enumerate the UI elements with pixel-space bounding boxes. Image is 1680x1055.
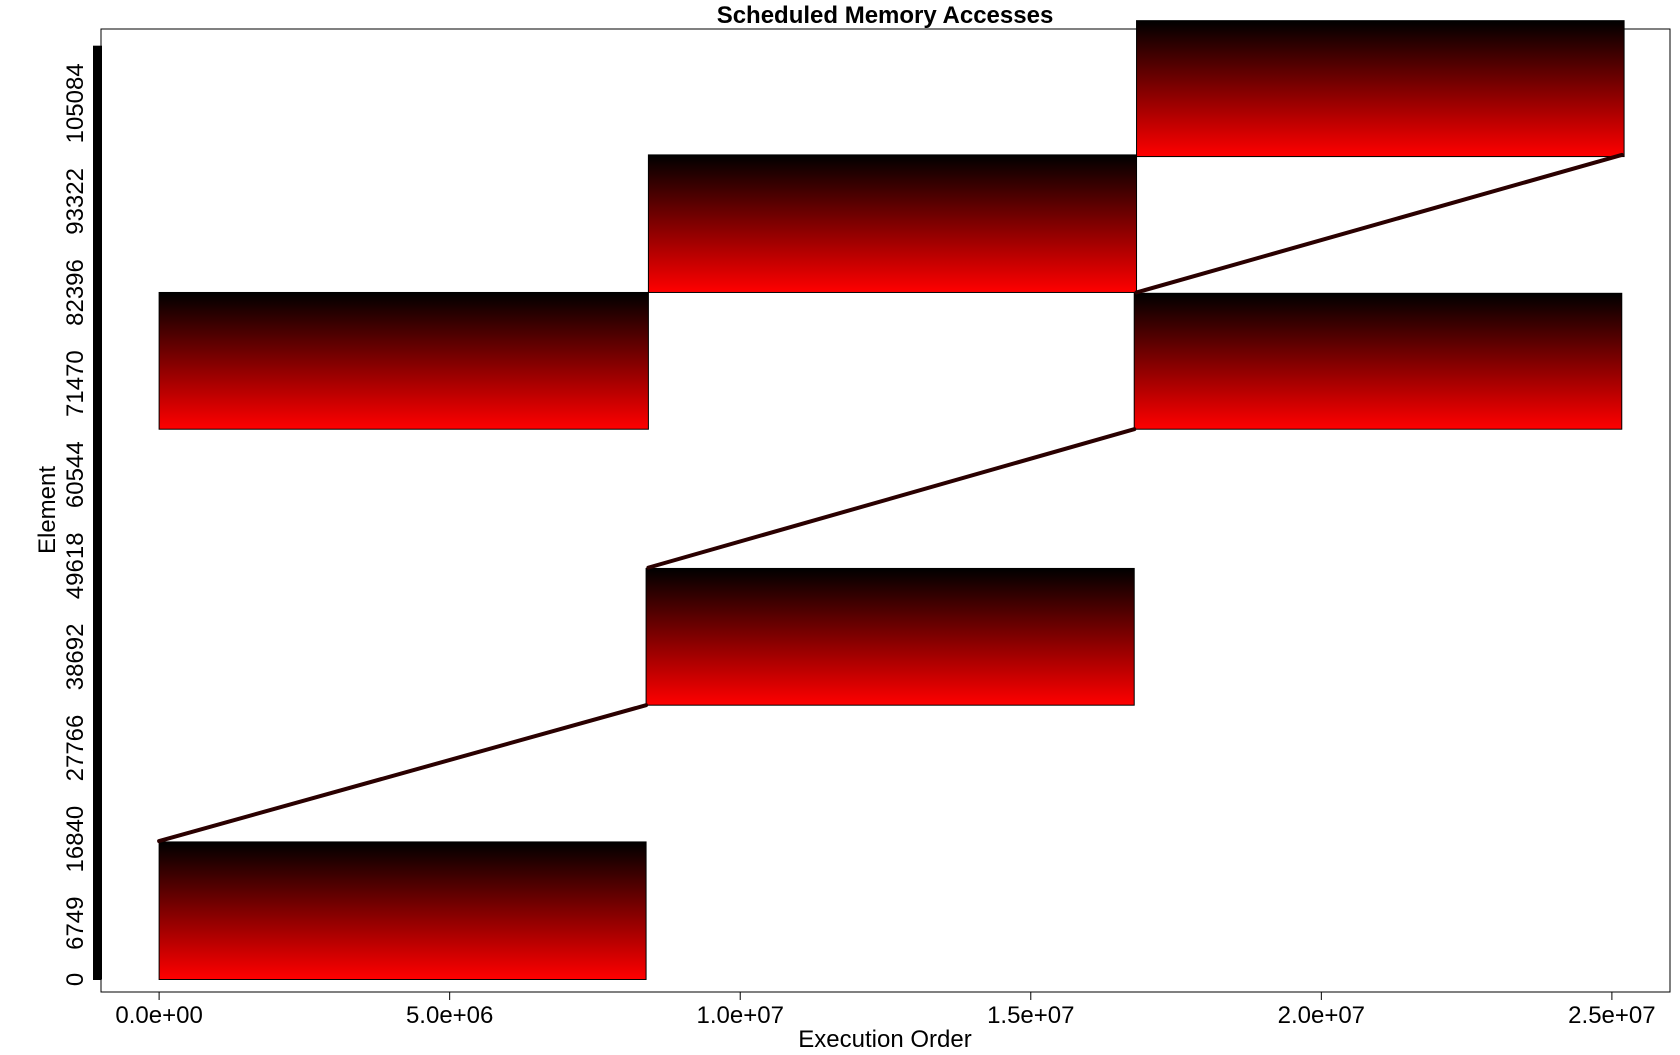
y-tick-label: 49618 [62, 532, 89, 599]
y-tick-label: 6749 [62, 897, 89, 950]
y-tick-label: 0 [62, 973, 89, 986]
x-tick-label: 2.5e+07 [1568, 1002, 1655, 1029]
data-block [158, 291, 649, 430]
x-tick-label: 5.0e+06 [406, 1002, 493, 1029]
y-tick-label: 38692 [62, 624, 89, 691]
y-tick-label: 93322 [62, 168, 89, 235]
y-rug [93, 45, 102, 980]
y-axis: 0 6749 16840 27766 38692 49618 60544 71470 82396… [62, 63, 102, 986]
chart-title: Scheduled Memory Accesses [717, 2, 1054, 29]
data-block [1133, 292, 1623, 430]
data-block [645, 567, 1135, 706]
data-blocks [158, 20, 1625, 980]
y-tick-label: 60544 [62, 441, 89, 508]
y-tick-label: 71470 [62, 350, 89, 417]
y-tick-label: 27766 [62, 715, 89, 782]
y-tick-label: 16840 [62, 806, 89, 873]
data-block [647, 154, 1138, 293]
data-block [158, 841, 647, 980]
x-tick-label: 1.5e+07 [987, 1002, 1074, 1029]
x-axis: 0.0e+00 5.0e+06 1.0e+07 1.5e+07 2.0e+07 2.5e+… [115, 991, 1656, 1029]
data-diagonal [157, 703, 649, 844]
data-block [1136, 20, 1625, 158]
data-diagonal [1134, 152, 1624, 295]
y-axis-label: Element [34, 466, 61, 554]
y-tick-label: 82396 [62, 259, 89, 326]
data-diagonals [157, 152, 1624, 844]
data-diagonal [646, 427, 1137, 570]
y-tick-label: 105084 [62, 63, 89, 143]
x-axis-label: Execution Order [798, 1026, 971, 1050]
x-tick-label: 2.0e+07 [1278, 1002, 1365, 1029]
x-tick-label: 1.0e+07 [697, 1002, 784, 1029]
x-tick-label: 0.0e+00 [115, 1002, 202, 1029]
